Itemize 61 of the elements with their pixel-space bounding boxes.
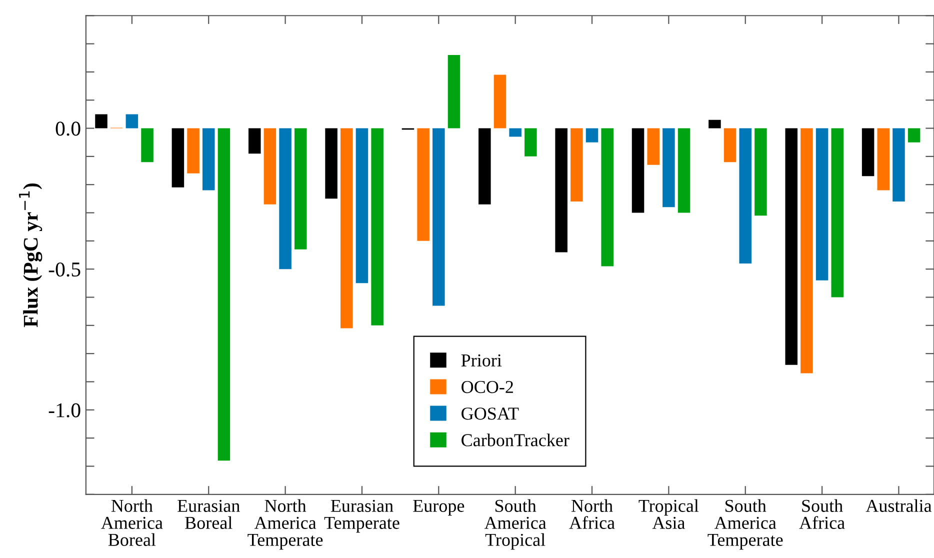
bar bbox=[586, 128, 598, 142]
bar bbox=[908, 128, 920, 142]
bar bbox=[202, 128, 215, 190]
x-tick-label: North America Boreal bbox=[101, 499, 163, 546]
legend-label: Priori bbox=[461, 354, 502, 367]
bar bbox=[126, 114, 138, 128]
bar bbox=[325, 128, 338, 199]
bar bbox=[448, 55, 460, 128]
bar bbox=[570, 128, 583, 202]
bar bbox=[95, 114, 108, 128]
bar bbox=[356, 128, 368, 284]
x-tick-label: Eurasian Temperate bbox=[324, 500, 400, 533]
bar bbox=[708, 120, 721, 128]
x-tick-label: Tropical Asia bbox=[638, 499, 699, 529]
y-tick-label: 0.0 bbox=[56, 122, 80, 136]
bar bbox=[678, 128, 690, 213]
legend-label: GOSAT bbox=[462, 408, 519, 420]
x-tick-label: Europe bbox=[413, 500, 464, 516]
x-tick-label: South America Tropical bbox=[484, 499, 546, 550]
bar bbox=[187, 128, 200, 174]
bar bbox=[739, 128, 752, 264]
bar bbox=[371, 128, 384, 326]
bar bbox=[264, 128, 276, 204]
bar bbox=[785, 128, 798, 365]
y-tick-label: -0.5 bbox=[48, 262, 80, 277]
bar bbox=[524, 128, 537, 156]
bar bbox=[632, 128, 644, 213]
bar bbox=[478, 128, 491, 204]
bar bbox=[800, 128, 813, 374]
y-axis-title: Flux (PgC yr$^{−1}$) bbox=[18, 183, 42, 328]
bar bbox=[172, 128, 184, 188]
bar bbox=[509, 128, 522, 137]
x-tick-label: South America Temperate bbox=[708, 499, 783, 550]
bar bbox=[432, 128, 445, 306]
legend-label: OCO-2 bbox=[462, 380, 513, 394]
bar bbox=[555, 128, 568, 252]
bar bbox=[417, 128, 430, 241]
bar bbox=[662, 128, 675, 208]
bar bbox=[862, 128, 874, 176]
bar bbox=[218, 128, 230, 461]
bar bbox=[141, 128, 154, 162]
x-tick-label: Australia bbox=[866, 499, 932, 512]
bar bbox=[754, 128, 767, 216]
bar bbox=[647, 128, 660, 165]
bar bbox=[831, 128, 844, 298]
y-tick-label: -1.0 bbox=[48, 403, 80, 418]
bar bbox=[279, 128, 292, 270]
bar bbox=[294, 128, 307, 250]
bar bbox=[494, 74, 506, 128]
bar bbox=[877, 128, 890, 190]
x-tick-label: Eurasian Boreal bbox=[178, 500, 240, 529]
x-tick-label: North Africa bbox=[569, 499, 615, 529]
bar bbox=[724, 128, 736, 162]
bar bbox=[248, 128, 261, 154]
x-tick-label: South Africa bbox=[799, 499, 845, 529]
bar bbox=[340, 128, 353, 328]
bar bbox=[601, 128, 614, 266]
bar bbox=[892, 128, 905, 202]
x-tick-label: North America Temperate bbox=[248, 499, 323, 550]
bar bbox=[816, 128, 828, 280]
legend-label: CarbonTracker bbox=[462, 434, 570, 446]
